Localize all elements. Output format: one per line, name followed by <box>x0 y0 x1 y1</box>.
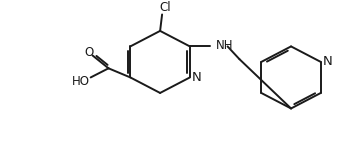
Text: NH: NH <box>216 39 233 52</box>
Text: N: N <box>192 71 202 84</box>
Text: Cl: Cl <box>159 1 171 14</box>
Text: HO: HO <box>72 75 90 88</box>
Text: O: O <box>84 46 93 59</box>
Text: N: N <box>323 56 333 68</box>
